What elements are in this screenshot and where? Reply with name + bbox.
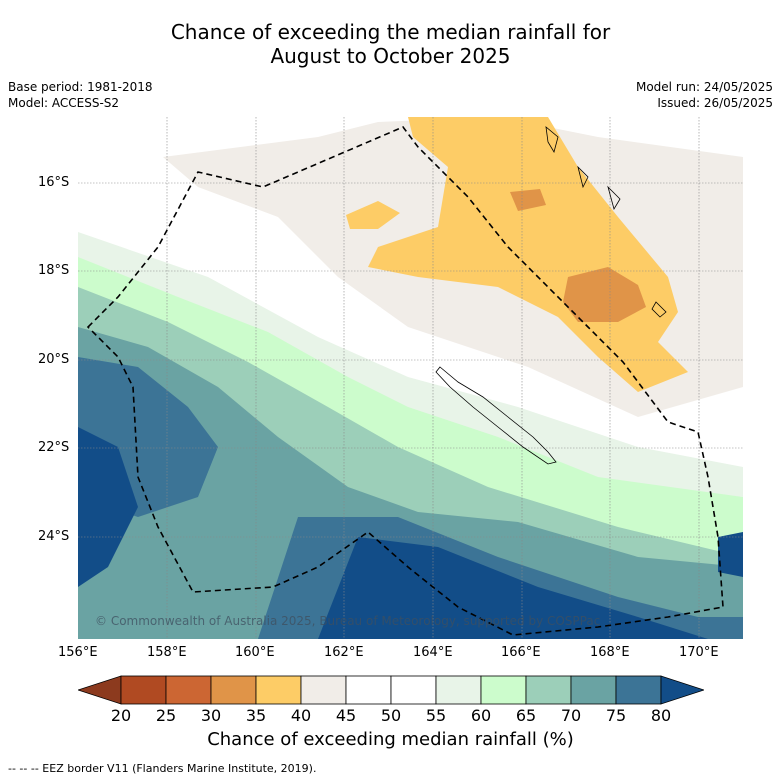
colorbar-segment <box>345 675 392 705</box>
zone-80-plus-deep-south <box>318 537 708 639</box>
colorbar-tick-55: 55 <box>425 706 447 725</box>
lon-label-160e: 160°E <box>235 645 275 660</box>
colorbar-tick-70: 70 <box>560 706 582 725</box>
zone-80-plus-sw <box>78 427 138 587</box>
zone-30-35-small <box>510 189 546 211</box>
zone-75-80 <box>78 327 743 639</box>
zone-60-65 <box>78 232 743 497</box>
lon-label-158e: 158°E <box>147 645 187 660</box>
colorbar-segment <box>255 675 302 705</box>
issued-date: Issued: 26/05/2025 <box>657 96 773 110</box>
colorbar-segment <box>210 675 257 705</box>
zone-65-70 <box>78 257 743 577</box>
lat-label-22s: 22°S <box>38 440 70 455</box>
colorbar-segment <box>120 675 167 705</box>
colorbar-segment <box>480 675 527 705</box>
vanuatu-islands <box>545 126 667 318</box>
map-title-line1: Chance of exceeding the median rainfall … <box>170 20 611 44</box>
lon-label-170e: 170°E <box>679 645 719 660</box>
lon-label-156e: 156°E <box>58 645 98 660</box>
zone-35-40 <box>368 117 688 392</box>
colorbar-segment <box>435 675 482 705</box>
rainfall-map <box>78 117 743 639</box>
lat-label-24s: 24°S <box>38 529 70 544</box>
lon-label-164e: 164°E <box>413 645 453 660</box>
colorbar-extend-low <box>78 675 122 705</box>
model-run: Model run: 24/05/2025 <box>635 80 773 94</box>
colorbar-segment <box>615 675 662 705</box>
lat-label-18s: 18°S <box>38 263 70 278</box>
zone-35-40-small <box>346 201 400 229</box>
colorbar-segment <box>300 675 347 705</box>
colorbar-segment <box>525 675 572 705</box>
eez-legend-note: -- -- -- EEZ border V11 (Flanders Marine… <box>8 762 317 775</box>
colorbar <box>78 675 704 705</box>
map-title-line2: August to October 2025 <box>270 44 511 68</box>
colorbar-segment <box>390 675 437 705</box>
colorbar-tick-80: 80 <box>650 706 672 725</box>
colorbar-segment <box>570 675 617 705</box>
colorbar-tick-50: 50 <box>380 706 402 725</box>
model-name: Model: ACCESS-S2 <box>8 96 120 110</box>
colorbar-tick-30: 30 <box>200 706 222 725</box>
colorbar-segment <box>165 675 212 705</box>
colorbar-tick-35: 35 <box>245 706 267 725</box>
lon-label-168e: 168°E <box>590 645 630 660</box>
base-period: Base period: 1981-2018 <box>8 80 153 94</box>
zone-30-35 <box>563 267 646 322</box>
colorbar-title: Chance of exceeding median rainfall (%) <box>207 729 574 750</box>
colorbar-tick-65: 65 <box>515 706 537 725</box>
lon-label-166e: 166°E <box>501 645 541 660</box>
colorbar-tick-40: 40 <box>290 706 312 725</box>
colorbar-tick-45: 45 <box>335 706 357 725</box>
colorbar-extend-high <box>660 675 704 705</box>
colorbar-tick-25: 25 <box>155 706 177 725</box>
colorbar-tick-20: 20 <box>110 706 132 725</box>
new-caledonia-island <box>435 366 557 465</box>
eez-border <box>86 126 724 636</box>
copyright-notice: © Commonwealth of Australia 2025, Bureau… <box>95 614 601 628</box>
zone-80-plus-east <box>718 532 743 577</box>
lon-label-162e: 162°E <box>324 645 364 660</box>
lat-label-20s: 20°S <box>38 352 70 367</box>
zone-40-45-right <box>678 177 743 247</box>
lat-label-16s: 16°S <box>38 175 70 190</box>
colorbar-tick-60: 60 <box>470 706 492 725</box>
colorbar-tick-75: 75 <box>605 706 627 725</box>
